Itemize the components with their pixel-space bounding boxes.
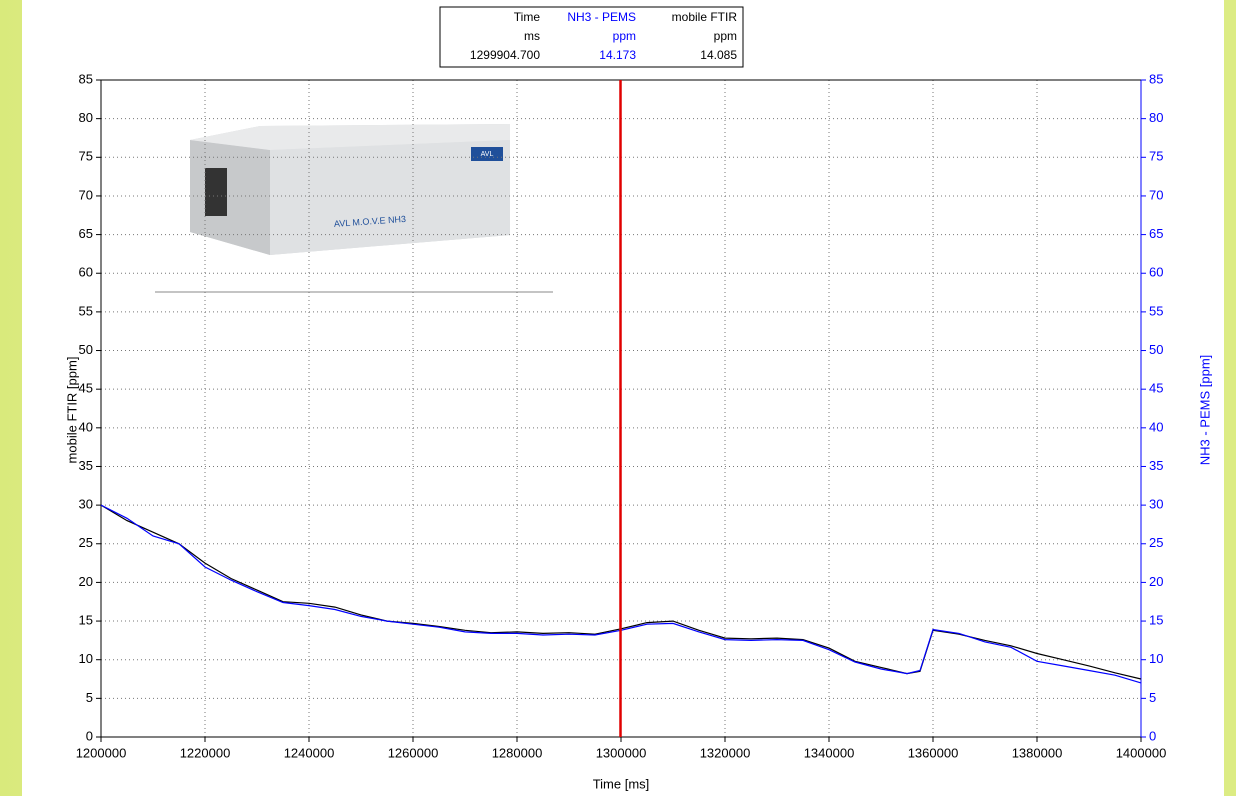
readout-cell: NH3 - PEMS [567, 10, 636, 24]
readout-cell: ppm [613, 29, 636, 43]
y-tick-label: 65 [79, 226, 93, 241]
y2-tick-label: 35 [1149, 458, 1163, 473]
readout-cell: ppm [714, 29, 737, 43]
x-axis-label: Time [ms] [593, 776, 650, 791]
y-tick-label: 20 [79, 574, 93, 589]
y-tick-label: 25 [79, 535, 93, 550]
x-tick-label: 1220000 [180, 745, 231, 760]
y-tick-label: 35 [79, 458, 93, 473]
y2-tick-label: 20 [1149, 574, 1163, 589]
y2-tick-label: 30 [1149, 497, 1163, 512]
y2-tick-label: 50 [1149, 342, 1163, 357]
y-tick-label: 15 [79, 612, 93, 627]
y2-tick-label: 55 [1149, 303, 1163, 318]
y-tick-label: 45 [79, 381, 93, 396]
y-tick-label: 75 [79, 149, 93, 164]
x-tick-label: 1280000 [492, 745, 543, 760]
y2-tick-label: 0 [1149, 728, 1156, 743]
y2-tick-label: 5 [1149, 690, 1156, 705]
x-tick-label: 1240000 [284, 745, 335, 760]
y-tick-label: 5 [86, 690, 93, 705]
x-tick-label: 1400000 [1116, 745, 1167, 760]
y-tick-label: 50 [79, 342, 93, 357]
y-tick-label: 55 [79, 303, 93, 318]
y2-tick-label: 70 [1149, 187, 1163, 202]
y-tick-label: 40 [79, 419, 93, 434]
readout-cell: mobile FTIR [672, 10, 738, 24]
y2-tick-label: 25 [1149, 535, 1163, 550]
y-tick-label: 80 [79, 110, 93, 125]
readout-box [439, 6, 744, 68]
y-tick-label: 85 [79, 71, 93, 86]
y2-tick-label: 15 [1149, 612, 1163, 627]
x-tick-label: 1320000 [700, 745, 751, 760]
y-tick-label: 30 [79, 497, 93, 512]
y-tick-label: 0 [86, 728, 93, 743]
y2-tick-label: 45 [1149, 381, 1163, 396]
y-tick-label: 10 [79, 651, 93, 666]
y2-tick-label: 85 [1149, 71, 1163, 86]
product-image [155, 97, 553, 293]
y2-tick-label: 80 [1149, 110, 1163, 125]
readout-cell: 14.173 [599, 48, 636, 62]
x-tick-label: 1300000 [596, 745, 647, 760]
x-tick-label: 1260000 [388, 745, 439, 760]
readout-cell: 1299904.700 [470, 48, 540, 62]
y2-tick-label: 60 [1149, 265, 1163, 280]
y-tick-label: 60 [79, 265, 93, 280]
readout-cell: Time [514, 10, 541, 24]
x-tick-label: 1380000 [1012, 745, 1063, 760]
readout-cell: ms [524, 29, 540, 43]
y2-tick-label: 75 [1149, 149, 1163, 164]
y-axis-label: mobile FTIR [ppm] [64, 357, 79, 464]
series-line [100, 504, 1142, 684]
image-logo: AVL [481, 151, 494, 158]
readout-cell: 14.085 [700, 48, 737, 62]
y2-tick-label: 10 [1149, 651, 1163, 666]
x-tick-label: 1200000 [76, 745, 127, 760]
y2-tick-label: 40 [1149, 419, 1163, 434]
y2-axis-label: NH3 - PEMS [ppm] [1197, 355, 1212, 466]
y2-tick-label: 65 [1149, 226, 1163, 241]
x-tick-label: 1360000 [908, 745, 959, 760]
x-tick-label: 1340000 [804, 745, 855, 760]
y-tick-label: 70 [79, 187, 93, 202]
